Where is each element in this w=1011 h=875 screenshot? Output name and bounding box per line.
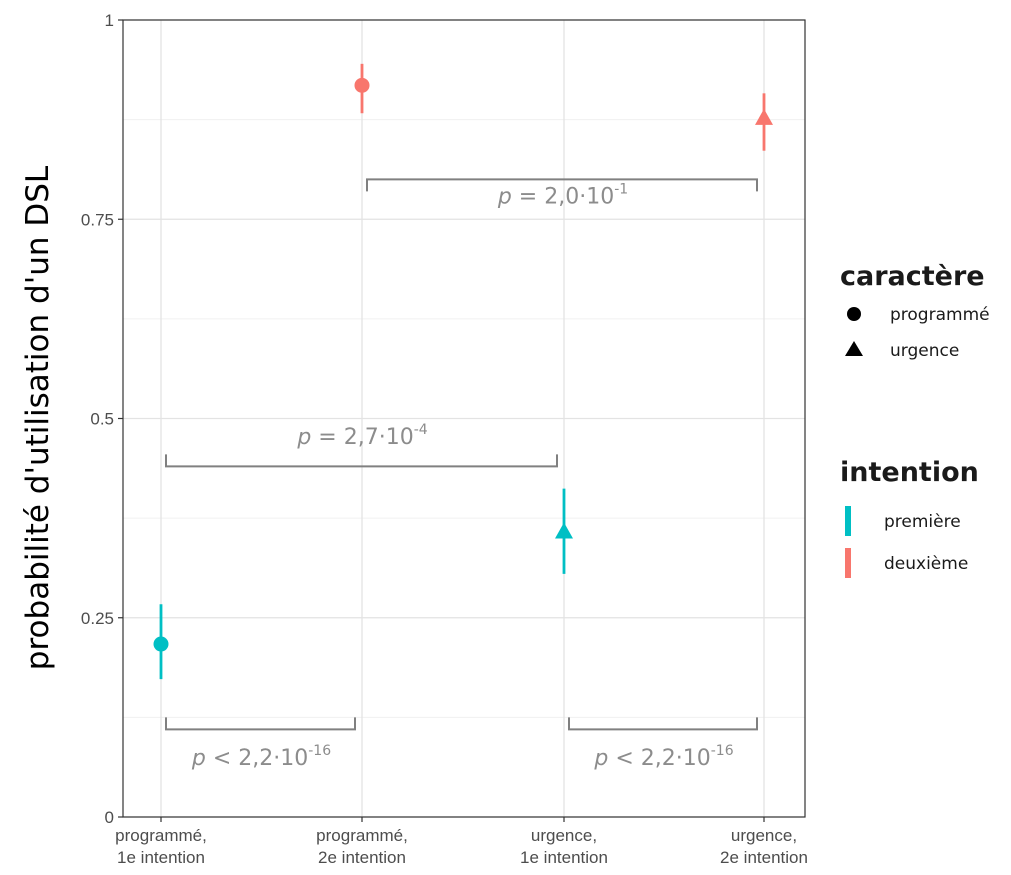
y-tick-label: 1	[105, 11, 114, 30]
legend-color-key	[845, 548, 851, 578]
p-value-label: p < 2,2·10-16	[191, 743, 331, 771]
legend-label: urgence	[890, 341, 959, 361]
legends: caractère programmé urgence intention premiè…	[840, 261, 990, 578]
legend-label: première	[884, 512, 961, 532]
p-operator: =	[512, 184, 544, 209]
data-point-triangle	[555, 522, 573, 539]
x-tick-label: programmé, 2e intention	[316, 826, 408, 867]
data-point-triangle	[755, 108, 773, 125]
x-tick-label-line1: urgence,	[731, 826, 797, 845]
comparison-bracket	[165, 717, 356, 731]
data-point-circle	[153, 636, 169, 652]
p-value-base: 2,7·10	[344, 425, 414, 450]
x-tick-label-line1: urgence,	[531, 826, 597, 845]
x-axis: programmé, 1e intention programmé, 2e inten…	[115, 817, 808, 867]
legend-title-caractere: caractère	[840, 261, 985, 292]
comparison-bracket	[165, 454, 558, 468]
x-tick-label-line2: 2e intention	[720, 848, 808, 867]
p-value-label: p = 2,7·10-4	[296, 422, 427, 450]
legend-label: deuxième	[884, 554, 968, 574]
legend-triangle-icon	[845, 341, 863, 356]
x-tick-label: urgence, 2e intention	[720, 826, 808, 867]
legend-label: programmé	[890, 305, 990, 325]
comparison-brackets: p = 2,0·10-1p = 2,7·10-4p < 2,2·10-16 p <…	[165, 178, 758, 771]
comparison-bracket	[568, 717, 758, 731]
y-tick-label: 0	[105, 808, 114, 827]
p-symbol: p	[497, 184, 512, 209]
p-operator: <	[206, 746, 238, 771]
p-operator: <	[608, 746, 640, 771]
y-axis-title: probabilité d'utilisation d'un DSL	[20, 165, 56, 670]
p-value-base: 2,0·10	[544, 184, 614, 209]
y-tick-label: 0.25	[81, 609, 114, 628]
p-value-label: p = 2,0·10-1	[497, 181, 628, 209]
p-value-exponent: -16	[711, 743, 734, 759]
legend-title-intention: intention	[840, 457, 979, 488]
x-tick-label-line2: 2e intention	[318, 848, 406, 867]
p-operator: =	[311, 425, 343, 450]
p-value-exponent: -4	[414, 422, 428, 438]
legend-circle-icon	[847, 307, 861, 321]
p-value-label: p < 2,2·10-16	[593, 743, 733, 771]
legend-color-key	[845, 506, 851, 536]
p-symbol: p	[191, 746, 206, 771]
x-tick-label: urgence, 1e intention	[520, 826, 608, 867]
y-tick-label: 0.5	[90, 410, 114, 429]
y-axis: 0 0.25 0.5 0.75 1	[81, 11, 123, 827]
p-value-exponent: -1	[614, 181, 628, 197]
x-tick-label: programmé, 1e intention	[115, 826, 207, 867]
p-value-base: 2,2·10	[641, 746, 711, 771]
comparison-bracket	[366, 178, 758, 192]
data-points	[153, 63, 773, 680]
x-tick-label-line1: programmé,	[316, 826, 408, 845]
y-tick-label: 0.75	[81, 210, 114, 229]
data-point-circle	[354, 77, 370, 93]
x-tick-label-line2: 1e intention	[520, 848, 608, 867]
x-tick-label-line2: 1e intention	[117, 848, 205, 867]
x-tick-label-line1: programmé,	[115, 826, 207, 845]
p-symbol: p	[296, 425, 311, 450]
p-value-exponent: -16	[308, 743, 331, 759]
p-symbol: p	[593, 746, 608, 771]
p-value-base: 2,2·10	[238, 746, 308, 771]
